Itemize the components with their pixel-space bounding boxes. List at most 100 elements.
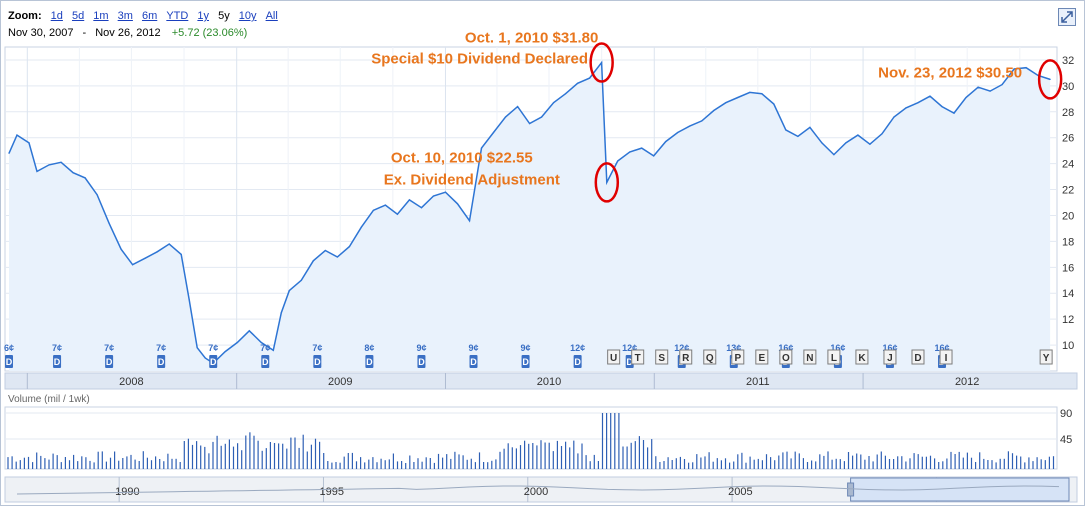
- dividend-amount-label: 7¢: [260, 343, 270, 353]
- navigator-year-label: 2005: [728, 486, 752, 498]
- dividend-flag[interactable]: [521, 355, 530, 368]
- news-flag[interactable]: [655, 349, 669, 365]
- price-point: [701, 120, 703, 122]
- price-point: [857, 134, 859, 136]
- news-flag[interactable]: [703, 349, 717, 365]
- price-point: [492, 131, 495, 134]
- news-flag[interactable]: [731, 349, 745, 365]
- news-flag[interactable]: [803, 349, 817, 365]
- price-point: [8, 152, 10, 154]
- price-point: [1025, 67, 1027, 69]
- dividend-flag[interactable]: [105, 355, 114, 368]
- news-flag[interactable]: [939, 349, 953, 365]
- price-point: [653, 155, 655, 157]
- dividend-flag-letter: D: [366, 357, 373, 367]
- dividend-amount-label: 12¢: [674, 343, 689, 353]
- volume-tick-label: 90: [1060, 408, 1072, 420]
- zoom-1m[interactable]: 1m: [93, 10, 109, 22]
- price-point: [384, 204, 387, 206]
- price-point: [504, 116, 507, 118]
- news-flag-letter: Y: [1043, 353, 1050, 364]
- price-point: [248, 330, 250, 332]
- zoom-1y[interactable]: 1y: [197, 10, 210, 22]
- price-point: [312, 260, 314, 262]
- expand-button[interactable]: [1058, 8, 1076, 26]
- dividend-flag[interactable]: [365, 355, 374, 368]
- zoom-6m[interactable]: 6m: [141, 10, 158, 22]
- price-point: [28, 142, 30, 144]
- price-point: [989, 90, 991, 92]
- y-tick-label: 20: [1062, 210, 1074, 222]
- price-point: [420, 207, 423, 209]
- price-point: [905, 107, 907, 109]
- price-point: [881, 133, 883, 135]
- price-point: [468, 220, 471, 222]
- price-point: [60, 161, 62, 163]
- price-point: [432, 195, 435, 197]
- dividend-amount-label: 8¢: [364, 343, 374, 353]
- x-tick-label: 2009: [328, 376, 352, 388]
- price-point: [689, 125, 691, 127]
- price-point: [36, 170, 38, 173]
- navigator-handle-left[interactable]: [847, 482, 855, 497]
- price-point: [552, 102, 555, 104]
- price-point: [156, 251, 158, 253]
- zoom-3m[interactable]: 3m: [117, 10, 133, 22]
- dividend-flag[interactable]: [53, 355, 62, 368]
- news-flag[interactable]: [607, 349, 621, 365]
- dividend-flag[interactable]: [313, 355, 322, 368]
- price-point: [1049, 78, 1051, 80]
- dividend-flag-letter: D: [626, 357, 633, 367]
- news-flag[interactable]: [1039, 349, 1053, 365]
- dividend-flag[interactable]: [573, 355, 582, 368]
- news-flag[interactable]: [855, 349, 869, 365]
- price-point: [953, 112, 955, 114]
- dividend-flag[interactable]: [469, 355, 478, 368]
- news-flag-letter: Q: [706, 353, 714, 364]
- news-flag[interactable]: [779, 349, 793, 365]
- price-point: [408, 199, 411, 201]
- news-flag[interactable]: [679, 349, 693, 365]
- price-point: [48, 164, 50, 166]
- dividend-flag[interactable]: [157, 355, 166, 368]
- news-flag[interactable]: [883, 349, 897, 365]
- price-point: [224, 350, 226, 353]
- dividend-flag[interactable]: [417, 355, 426, 368]
- price-point: [444, 191, 447, 193]
- annotation-drop-line1: Oct. 10, 2010 $22.55: [391, 149, 533, 166]
- dividend-flag[interactable]: [5, 355, 14, 368]
- y-tick-label: 28: [1062, 107, 1074, 119]
- zoom-10y[interactable]: 10y: [238, 10, 257, 22]
- annotation-latest-line1: Nov. 23, 2012 $30.50: [878, 64, 1022, 81]
- dividend-flag-letter: D: [6, 357, 13, 367]
- price-point: [456, 203, 459, 205]
- price-point: [540, 116, 543, 118]
- dividend-flag[interactable]: [209, 355, 218, 368]
- y-tick-label: 14: [1062, 288, 1074, 300]
- news-flag[interactable]: [827, 349, 841, 365]
- range-start: Nov 30, 2007: [8, 27, 74, 39]
- price-point: [1013, 68, 1015, 70]
- zoom-ytd[interactable]: YTD: [166, 10, 189, 22]
- range-end: Nov 26, 2012: [95, 27, 161, 39]
- price-point: [16, 134, 18, 136]
- volume-panel: [4, 406, 1058, 470]
- price-point: [288, 290, 290, 292]
- news-flag-letter: D: [914, 353, 921, 364]
- zoom-label: Zoom:: [8, 10, 42, 22]
- dividend-flag[interactable]: [261, 355, 270, 368]
- price-point: [869, 143, 871, 145]
- zoom-5d[interactable]: 5d: [71, 10, 85, 22]
- y-tick-label: 26: [1062, 133, 1074, 145]
- zoom-5y-selected[interactable]: 5y: [218, 10, 230, 22]
- dividend-amount-label: 7¢: [312, 343, 322, 353]
- news-flag[interactable]: [631, 349, 645, 365]
- dividend-flag-letter: D: [54, 357, 61, 367]
- news-flag[interactable]: [755, 349, 769, 365]
- news-flag[interactable]: [911, 349, 925, 365]
- dividend-flag-letter: D: [314, 357, 321, 367]
- dividend-flag-letter: D: [522, 357, 529, 367]
- zoom-all[interactable]: All: [265, 10, 278, 22]
- zoom-1d[interactable]: 1d: [50, 10, 63, 22]
- x-tick-label: 2011: [746, 376, 770, 388]
